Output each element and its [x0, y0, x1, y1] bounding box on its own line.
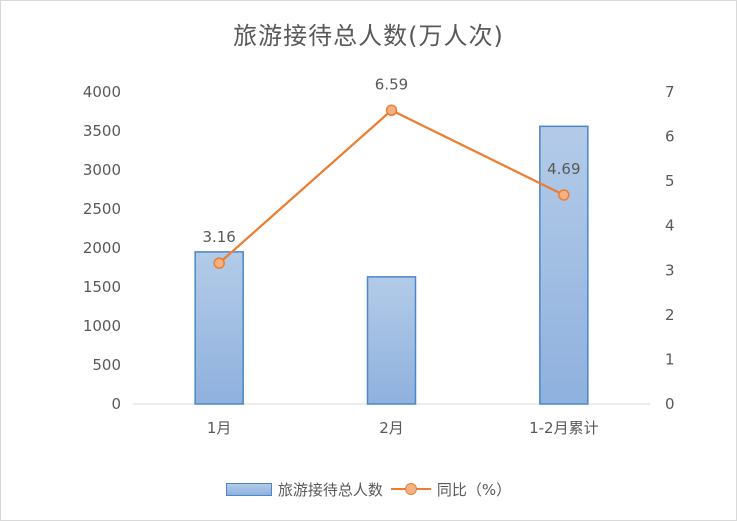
data-label: 4.69: [547, 160, 580, 178]
legend-label-bars: 旅游接待总人数: [277, 480, 383, 499]
legend-item-line: 同比（%）: [390, 479, 512, 500]
chart-legend: 旅游接待总人数 同比（%）: [0, 477, 737, 501]
y-left-tick-label: 2000: [83, 239, 121, 257]
y-right-tick-label: 2: [665, 306, 675, 324]
y-left-tick-label: 3500: [83, 122, 121, 140]
y-left-tick-label: 2500: [83, 200, 121, 218]
x-tick-label: 1月: [207, 419, 232, 437]
line-point: [385, 104, 398, 117]
legend-bar-swatch: [225, 482, 272, 496]
line-point: [213, 257, 225, 269]
y-right-tick-label: 7: [665, 83, 675, 101]
legend-item-bars: 旅游接待总人数: [225, 479, 383, 500]
bar: [539, 125, 589, 405]
y-left-tick-label: 1500: [83, 278, 121, 296]
data-label: 6.59: [375, 75, 408, 93]
legend-line-swatch: [390, 482, 431, 496]
y-right-tick-label: 1: [665, 350, 675, 368]
y-right-tick-label: 0: [665, 395, 675, 413]
data-label: 3.16: [202, 228, 235, 246]
chart-title: 旅游接待总人数(万人次): [233, 22, 504, 50]
x-tick-label: 2月: [379, 419, 404, 437]
x-tick-label: 1-2月累计: [529, 419, 599, 437]
y-right-tick-label: 3: [665, 261, 675, 279]
line-point: [558, 189, 570, 201]
y-left-tick-label: 0: [111, 395, 121, 413]
bar: [194, 251, 244, 405]
y-right-tick-label: 4: [665, 217, 675, 235]
y-right-tick-label: 6: [665, 128, 675, 146]
bar: [366, 276, 417, 405]
y-left-tick-label: 4000: [83, 83, 121, 101]
series-line: [218, 108, 565, 264]
y-left-tick-label: 500: [92, 356, 121, 374]
legend-label-line: 同比（%）: [436, 480, 512, 499]
y-right-tick-label: 5: [665, 172, 675, 190]
y-left-tick-label: 1000: [83, 317, 121, 335]
y-left-tick-label: 3000: [83, 161, 121, 179]
